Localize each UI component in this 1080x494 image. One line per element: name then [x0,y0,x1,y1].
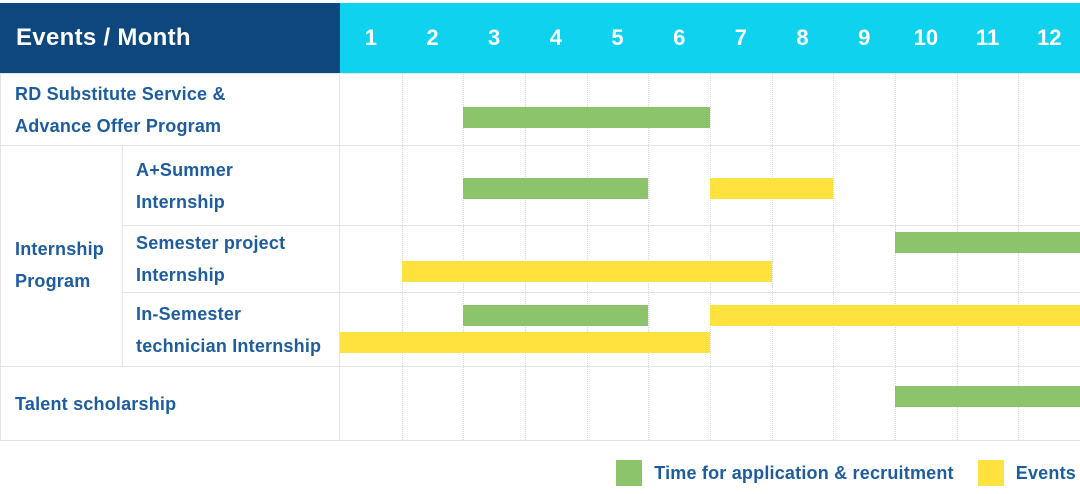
month-gridline [771,367,773,440]
month-label: 12 [1036,25,1062,50]
legend-item-events: Events [977,460,1076,486]
month-label: 8 [796,25,809,50]
month-gridline [1018,226,1020,292]
month-gridline [648,146,650,225]
month-gridline [401,367,403,440]
month-gridline [648,293,650,366]
month-gridline [648,367,650,440]
month-gridline [710,226,711,292]
corner-header-cell: Events / Month [0,3,340,74]
row-label-line: Talent scholarship [15,393,177,414]
month-gridline [1018,293,1020,366]
row-label-line: Internship [136,191,226,212]
month-gridline [401,146,403,225]
month-gridline [895,293,896,366]
events-swatch-icon [977,460,1004,486]
month-gridline [833,226,835,292]
events-bar [401,261,772,282]
month-label: 7 [734,25,747,50]
month-gridline [1018,146,1020,225]
gantt-table: Events / Month 1 2 3 4 5 6 7 8 9 10 11 12 RD Substi… [0,3,1080,441]
row-label: Semester project Internship [123,226,340,293]
row-chart-area [340,367,1080,441]
row-label-line: Internship [136,265,226,285]
row-chart-area [340,146,1080,226]
month-gridline [710,367,711,440]
row-label-line: Advance Offer Program [15,115,222,136]
row-chart-area [340,293,1080,367]
month-gridline [401,74,403,145]
month-gridline [956,293,958,366]
month-gridline [956,226,958,292]
month-header-row: 1 2 3 4 5 6 7 8 9 10 11 12 [340,3,1080,74]
group-label-line: Internship [15,239,105,259]
row-label: In-Semester technician Internship [123,293,340,367]
month-gridline [956,74,958,145]
corner-header-label: Events / Month [16,24,191,51]
month-gridline [771,74,773,145]
row-chart-area [340,74,1080,146]
group-label-line: Program [15,271,91,291]
month-gridline [463,293,465,366]
events-bar [710,305,1080,326]
application-bar [895,232,1080,253]
events-bar [340,332,710,353]
month-gridline [525,293,526,366]
month-label: 11 [975,25,1000,50]
row-label: Talent scholarship [0,367,340,441]
month-gridline [833,74,835,145]
month-label: 1 [364,25,377,50]
application-bar [463,305,649,326]
month-label: 3 [488,25,501,50]
row-label-line: In-Semester [136,303,242,324]
row-label-line: RD Substitute Service & [15,83,226,104]
month-gridline [525,367,526,440]
month-gridline [586,367,588,440]
month-gridline [833,367,835,440]
application-bar [463,178,649,199]
month-gridline [1018,74,1020,145]
events-bar [710,178,834,199]
month-gridline [586,293,588,366]
month-gridline [401,226,403,292]
row-label: A+Summer Internship [123,146,340,226]
month-gridline [401,293,403,366]
month-gridline [648,226,650,292]
row-label: RD Substitute Service & Advance Offer Pro… [0,74,340,146]
application-bar [463,107,710,128]
month-gridline [895,226,896,292]
month-gridline [833,293,835,366]
month-gridline [771,226,773,292]
application-swatch-icon [616,460,643,486]
month-gridline [771,293,773,366]
legend-events-label: Events [1015,462,1076,483]
row-chart-area [340,226,1080,293]
month-label: 4 [549,25,562,50]
month-gridline [710,74,711,145]
month-label: 6 [673,25,686,50]
row-label-line: A+Summer [136,159,234,180]
month-label: 5 [611,25,624,50]
month-gridline [525,226,526,292]
row-label-line: technician Internship [136,335,322,356]
month-gridline [895,74,896,145]
month-label: 9 [858,25,871,50]
legend-item-application: Time for application & recruitment [616,460,954,486]
application-bar [895,386,1080,407]
month-gridline [956,146,958,225]
month-gridline [895,146,896,225]
month-gridline [463,226,465,292]
month-label: 10 [913,25,939,50]
legend-application-label: Time for application & recruitment [654,462,954,483]
row-label-line: Semester project [136,233,286,253]
month-gridline [463,367,465,440]
month-gridline [710,293,711,366]
month-gridline [586,226,588,292]
month-gridline [833,146,835,225]
legend: Time for application & recruitment Event… [616,460,1076,486]
group-label-internship-program: Internship Program [0,146,123,367]
month-label: 2 [426,25,439,50]
